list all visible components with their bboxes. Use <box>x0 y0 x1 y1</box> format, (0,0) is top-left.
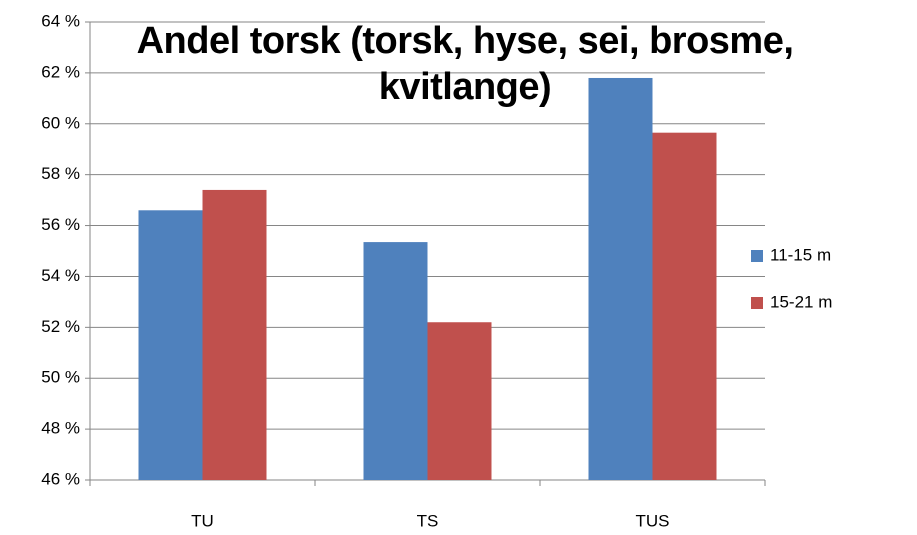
legend-label: 15-21 m <box>770 292 832 311</box>
bar <box>427 322 492 480</box>
bar <box>588 77 653 480</box>
x-tick-label: TU <box>191 511 214 530</box>
y-tick-label: 60 % <box>41 113 80 132</box>
y-tick-label: 50 % <box>41 368 80 387</box>
x-tick-label: TS <box>417 511 439 530</box>
legend-swatch <box>751 250 763 262</box>
bar <box>363 242 428 480</box>
chart-title: Andel torsk (torsk, hyse, sei, brosme, k… <box>136 20 794 108</box>
y-tick-label: 48 % <box>41 419 80 438</box>
y-tick-label: 64 % <box>41 11 80 30</box>
y-tick-label: 46 % <box>41 469 80 488</box>
legend-label: 11-15 m <box>770 245 831 264</box>
y-tick-label: 58 % <box>41 164 80 183</box>
y-tick-label: 62 % <box>41 62 80 81</box>
y-tick-label: 54 % <box>41 266 80 285</box>
legend-swatch <box>751 297 763 309</box>
x-tick-label: TUS <box>636 511 670 530</box>
y-tick-label: 52 % <box>41 317 80 336</box>
y-tick-label: 56 % <box>41 215 80 234</box>
bar <box>202 189 267 480</box>
bar <box>138 210 203 481</box>
bar <box>652 132 717 480</box>
